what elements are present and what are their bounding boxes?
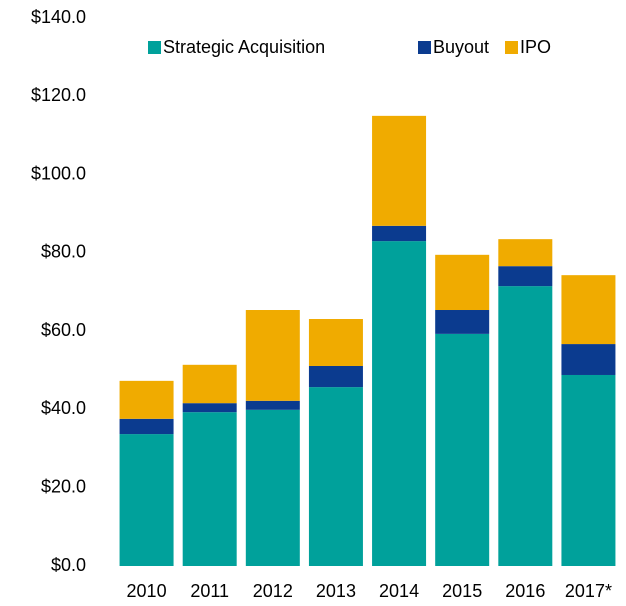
bar-segment xyxy=(308,365,363,388)
bar-segment xyxy=(498,239,553,267)
x-tick-label: 2017* xyxy=(565,581,612,601)
bar-segment xyxy=(435,310,490,334)
bar-segment xyxy=(561,275,616,345)
x-tick-label: 2015 xyxy=(442,581,482,601)
bar-segment xyxy=(182,412,237,566)
y-tick-label: $20.0 xyxy=(41,476,86,496)
y-tick-label: $80.0 xyxy=(41,242,86,262)
x-tick-label: 2014 xyxy=(379,581,419,601)
y-tick-label: $60.0 xyxy=(41,320,86,340)
x-tick-label: 2012 xyxy=(253,581,293,601)
legend-swatch xyxy=(418,41,431,54)
bar-segment xyxy=(182,403,237,413)
bar-segment xyxy=(119,380,174,419)
x-tick-label: 2010 xyxy=(127,581,167,601)
bar-segment xyxy=(245,310,300,401)
bar-segment xyxy=(182,364,237,404)
legend-swatch xyxy=(505,41,518,54)
bar-segment xyxy=(561,374,616,566)
bar-segment xyxy=(372,241,427,566)
bar-segment xyxy=(308,319,363,366)
x-tick-label: 2016 xyxy=(505,581,545,601)
bar-segment xyxy=(119,418,174,435)
legend-label: Strategic Acquisition xyxy=(163,37,325,57)
bar-segment xyxy=(245,400,300,410)
bar-segment xyxy=(561,344,616,375)
bar-segment xyxy=(372,115,427,226)
legend-label: Buyout xyxy=(433,37,489,57)
y-tick-label: $140.0 xyxy=(31,7,86,27)
bar-segment xyxy=(435,333,490,566)
x-tick-label: 2011 xyxy=(190,581,229,601)
y-tick-label: $120.0 xyxy=(31,85,86,105)
legend-label: IPO xyxy=(520,37,551,57)
bar-segment xyxy=(498,286,553,566)
y-tick-label: $40.0 xyxy=(41,398,86,418)
x-tick-label: 2013 xyxy=(316,581,356,601)
bar-segment xyxy=(119,434,174,566)
legend-swatch xyxy=(148,41,161,54)
bar-segment xyxy=(245,409,300,566)
bar-segment xyxy=(308,387,363,566)
y-tick-label: $100.0 xyxy=(31,163,86,183)
bar-segment xyxy=(435,254,490,311)
bar-segment xyxy=(372,225,427,242)
y-tick-label: $0.0 xyxy=(51,555,86,575)
bar-segment xyxy=(498,266,553,287)
